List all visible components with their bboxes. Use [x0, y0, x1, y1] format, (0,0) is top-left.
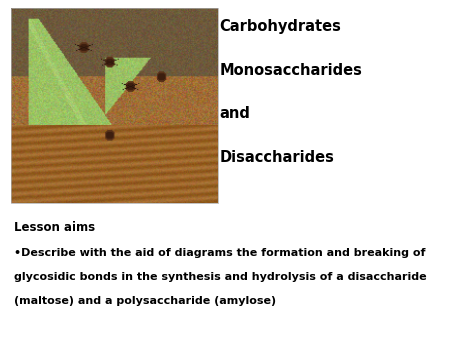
- Text: Lesson aims: Lesson aims: [14, 221, 94, 234]
- Text: Monosaccharides: Monosaccharides: [220, 63, 363, 77]
- Bar: [11, 8, 218, 203]
- Text: (maltose) and a polysaccharide (amylose): (maltose) and a polysaccharide (amylose): [14, 296, 275, 306]
- Text: glycosidic bonds in the synthesis and hydrolysis of a disaccharide: glycosidic bonds in the synthesis and hy…: [14, 272, 426, 282]
- Text: Disaccharides: Disaccharides: [220, 150, 334, 165]
- Text: and: and: [220, 106, 251, 121]
- Text: Carbohydrates: Carbohydrates: [220, 19, 342, 33]
- Text: •Describe with the aid of diagrams the formation and breaking of: •Describe with the aid of diagrams the f…: [14, 248, 425, 259]
